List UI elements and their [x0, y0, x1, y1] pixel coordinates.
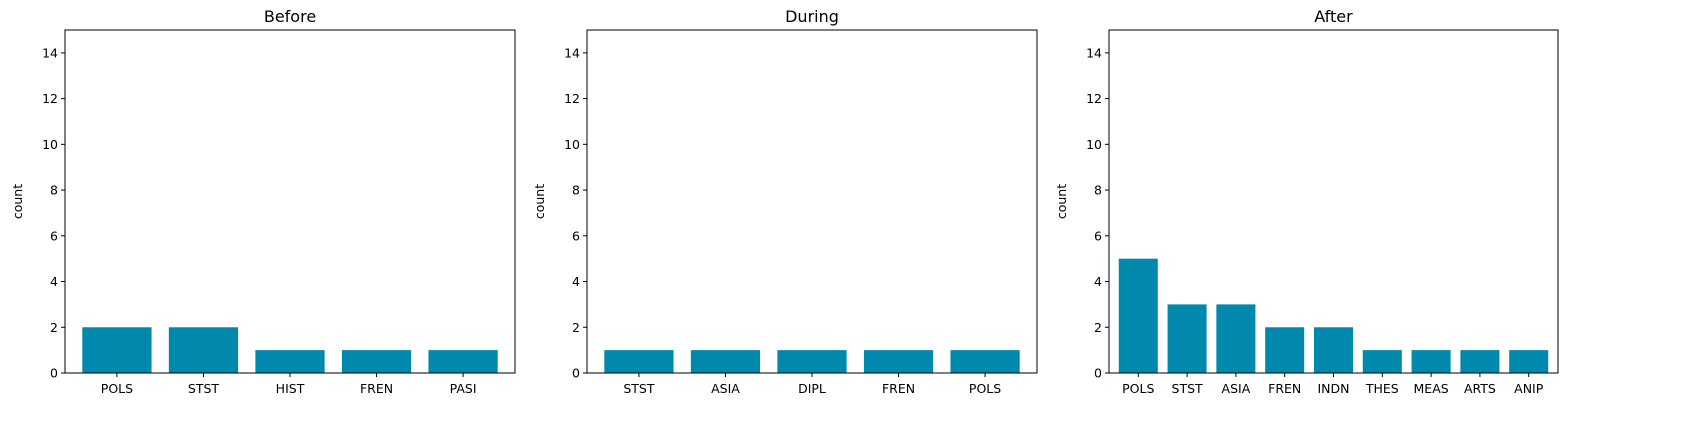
bar-arts	[1460, 350, 1500, 373]
x-tick-label: FREN	[360, 381, 393, 396]
x-tick-label: DIPL	[798, 381, 826, 396]
y-tick-label: 4	[1094, 274, 1102, 289]
bar-asia	[690, 350, 761, 373]
bar-meas	[1411, 350, 1451, 373]
chart-title: Before	[264, 7, 316, 26]
bar-asia	[1216, 304, 1256, 373]
x-tick-label: HIST	[276, 381, 305, 396]
x-tick-label: POLS	[101, 381, 133, 396]
y-tick-label: 10	[1086, 137, 1102, 152]
x-tick-label: PASI	[450, 381, 477, 396]
x-tick-label: ARTS	[1464, 381, 1496, 396]
bar-pols	[82, 327, 152, 373]
bar-fren	[341, 350, 412, 373]
x-tick-label: ASIA	[711, 381, 740, 396]
x-tick-label: ASIA	[1222, 381, 1251, 396]
y-tick-label: 12	[42, 91, 58, 106]
y-tick-label: 14	[564, 45, 580, 60]
y-axis-label: count	[10, 184, 25, 219]
y-tick-label: 0	[1094, 366, 1102, 381]
bar-anip	[1509, 350, 1549, 373]
x-tick-label: MEAS	[1414, 381, 1449, 396]
bar-stst	[604, 350, 674, 373]
y-tick-label: 12	[564, 91, 580, 106]
x-tick-label: STST	[188, 381, 220, 396]
chart-title: During	[785, 7, 839, 26]
x-tick-label: FREN	[1268, 381, 1301, 396]
y-tick-label: 4	[572, 274, 580, 289]
plot-frame	[64, 29, 516, 374]
bar-dipl	[777, 350, 847, 373]
y-tick-label: 14	[1086, 45, 1102, 60]
x-tick-label: POLS	[969, 381, 1001, 396]
y-tick-label: 6	[1094, 228, 1102, 243]
y-axis-label: count	[532, 184, 547, 219]
y-tick-label: 4	[50, 274, 58, 289]
y-tick-label: 8	[1094, 183, 1102, 198]
y-tick-label: 2	[572, 320, 580, 335]
bar-fren	[863, 350, 934, 373]
x-tick-label: ANIP	[1514, 381, 1544, 396]
y-axis-label: count	[1054, 184, 1069, 219]
x-tick-label: THES	[1365, 381, 1399, 396]
plot-frame	[586, 29, 1038, 374]
y-tick-label: 2	[50, 320, 58, 335]
bar-pols	[950, 350, 1020, 373]
y-tick-label: 2	[1094, 320, 1102, 335]
bar-fren	[1265, 327, 1305, 373]
chart-panel-before: 0 2 4 6 8 10 12 14 POLS STST HIST FREN PASI Before cou…	[10, 7, 516, 396]
y-tick-label: 0	[572, 366, 580, 381]
x-tick-label: POLS	[1122, 381, 1154, 396]
chart-title: After	[1314, 7, 1353, 26]
bar-stst	[168, 327, 239, 373]
y-tick-label: 12	[1086, 91, 1102, 106]
y-tick-label: 0	[50, 366, 58, 381]
y-tick-label: 10	[42, 137, 58, 152]
x-tick-label: STST	[623, 381, 655, 396]
bar-thes	[1362, 350, 1402, 373]
y-tick-label: 10	[564, 137, 580, 152]
x-tick-label: INDN	[1317, 381, 1349, 396]
bar-stst	[1167, 304, 1207, 373]
chart-panel-during: 0 2 4 6 8 10 12 14 STST ASIA DIPL FREN POLS During cou…	[532, 7, 1038, 396]
bar-hist	[255, 350, 325, 373]
x-tick-label: FREN	[882, 381, 915, 396]
y-tick-label: 6	[50, 228, 58, 243]
bar-pasi	[428, 350, 498, 373]
y-tick-label: 8	[50, 183, 58, 198]
y-tick-label: 8	[572, 183, 580, 198]
bar-indn	[1313, 327, 1354, 373]
x-tick-label: STST	[1172, 381, 1204, 396]
y-tick-label: 6	[572, 228, 580, 243]
bar-pols	[1118, 258, 1158, 373]
chart-panel-after: 0 2 4 6 8 10 12 14 POLS STST ASIA FREN INDN THES MEAS A…	[1054, 7, 1559, 396]
y-tick-label: 14	[42, 45, 58, 60]
